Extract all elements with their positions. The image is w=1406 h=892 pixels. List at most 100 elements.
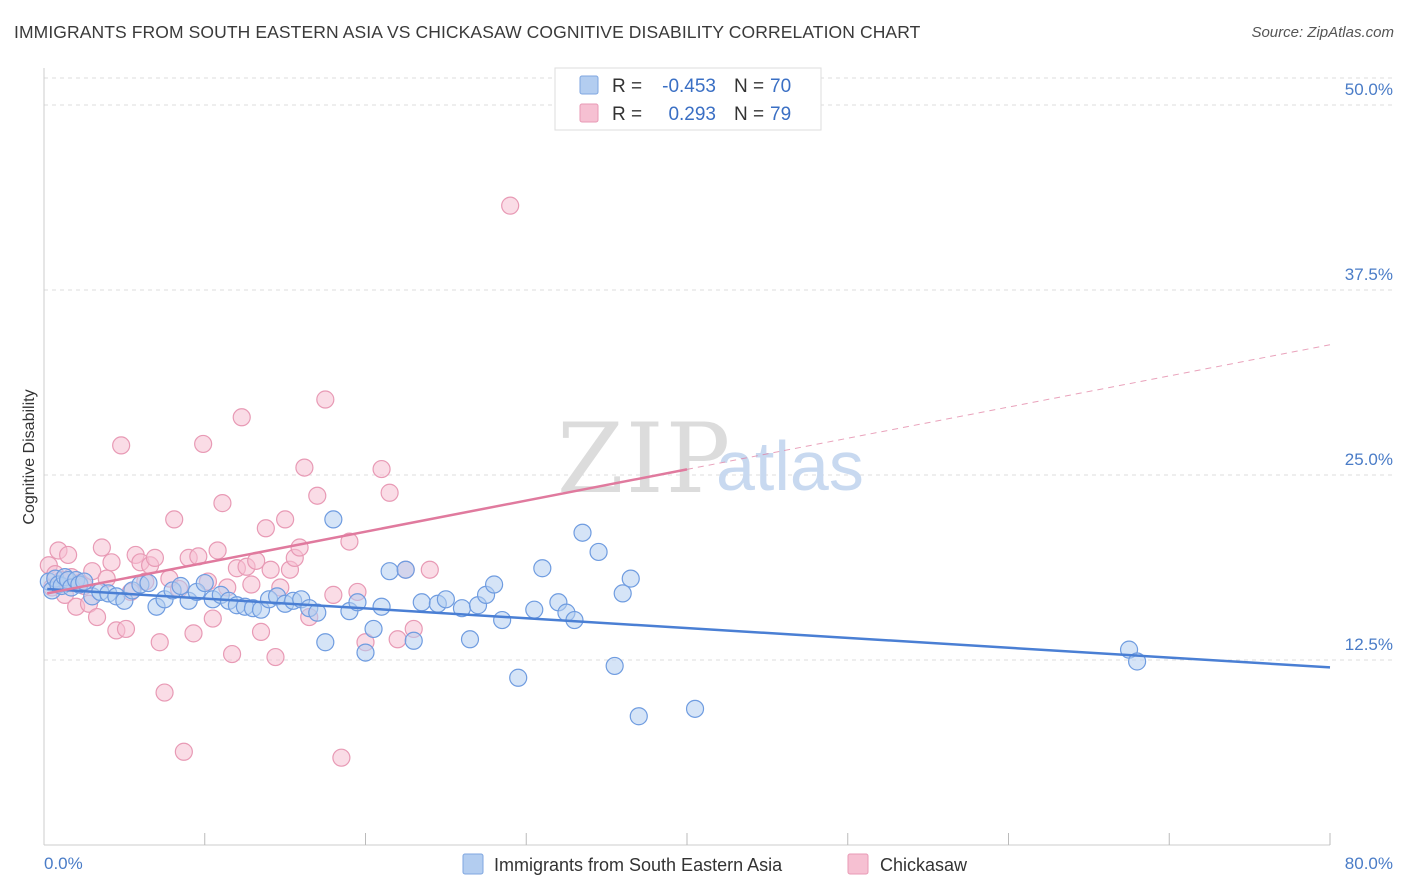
point-immigrants-se-asia	[356, 643, 375, 662]
trend-layer	[46, 344, 1331, 669]
point-chickasaw	[266, 647, 285, 667]
points-layer	[39, 196, 1147, 767]
point-immigrants-se-asia	[573, 523, 592, 542]
point-chickasaw	[261, 560, 280, 579]
point-immigrants-se-asia	[589, 542, 608, 562]
point-chickasaw	[372, 459, 391, 479]
point-chickasaw	[276, 510, 295, 529]
point-chickasaw	[242, 575, 261, 594]
point-immigrants-se-asia	[613, 584, 632, 603]
point-immigrants-se-asia	[685, 699, 705, 718]
legend-swatch-pink	[579, 103, 599, 123]
legend-swatch-blue	[579, 75, 599, 95]
y-axis-label: Cognitive Disability	[21, 389, 38, 524]
point-chickasaw	[203, 609, 222, 628]
point-chickasaw	[388, 630, 407, 649]
point-immigrants-se-asia	[316, 633, 335, 652]
legend-n-value-2: 79	[770, 104, 791, 125]
point-immigrants-se-asia	[195, 573, 214, 593]
point-chickasaw	[308, 486, 327, 505]
bottom-legend-label-pink: Chickasaw	[880, 855, 968, 875]
chart-title: IMMIGRANTS FROM SOUTH EASTERN ASIA VS CH…	[14, 22, 921, 42]
chart-source: Source: ZipAtlas.com	[1251, 24, 1394, 41]
point-immigrants-se-asia	[171, 576, 190, 596]
point-chickasaw	[316, 390, 335, 409]
point-chickasaw	[222, 644, 242, 664]
point-immigrants-se-asia	[629, 707, 648, 726]
point-immigrants-se-asia	[621, 569, 640, 588]
point-chickasaw	[256, 519, 275, 538]
point-chickasaw	[295, 458, 314, 477]
point-immigrants-se-asia	[436, 590, 455, 609]
point-immigrants-se-asia	[605, 656, 624, 676]
point-chickasaw	[92, 538, 111, 557]
point-immigrants-se-asia	[139, 573, 158, 593]
trend-line-immigrants-se-asia	[47, 587, 1331, 669]
legend-n-value-1: 70	[770, 76, 791, 97]
point-chickasaw	[290, 538, 309, 557]
x-tick-label-max: 80.0%	[1345, 854, 1393, 873]
point-chickasaw	[232, 408, 251, 427]
legend-r-value-2: 0.293	[668, 104, 716, 125]
point-immigrants-se-asia	[396, 560, 415, 579]
watermark-atlas: atlas	[716, 427, 864, 505]
point-chickasaw	[112, 436, 131, 455]
point-chickasaw	[208, 541, 227, 560]
point-chickasaw	[150, 633, 169, 652]
bottom-legend: Immigrants from South Eastern Asia Chick…	[462, 853, 968, 875]
y-tick-label: 37.5%	[1345, 265, 1393, 284]
bottom-legend-swatch-pink	[847, 853, 869, 875]
watermark: ZIP atlas	[557, 403, 864, 515]
point-chickasaw	[59, 545, 78, 565]
y-tick-label: 25.0%	[1345, 450, 1393, 469]
point-immigrants-se-asia	[364, 619, 383, 639]
point-chickasaw	[501, 196, 520, 215]
legend-box	[554, 67, 822, 131]
point-chickasaw	[251, 622, 271, 641]
point-chickasaw	[155, 683, 174, 702]
point-chickasaw	[102, 553, 121, 572]
point-immigrants-se-asia	[525, 600, 544, 619]
legend-n-label-2: N =	[734, 104, 764, 125]
point-chickasaw	[324, 585, 343, 604]
x-tick-labels: 0.0% 80.0%	[44, 833, 1393, 873]
point-immigrants-se-asia	[404, 631, 423, 650]
point-chickasaw	[116, 619, 136, 639]
bottom-legend-label-blue: Immigrants from South Eastern Asia	[494, 855, 783, 875]
point-immigrants-se-asia	[493, 610, 512, 630]
point-chickasaw	[145, 548, 165, 567]
point-chickasaw	[165, 510, 184, 529]
legend-n-label-1: N =	[734, 76, 764, 97]
point-immigrants-se-asia	[509, 668, 528, 687]
x-tick-label-min: 0.0%	[44, 854, 83, 873]
point-chickasaw	[174, 742, 193, 761]
bottom-legend-swatch-blue	[462, 853, 484, 875]
y-tick-label: 12.5%	[1345, 635, 1393, 654]
point-immigrants-se-asia	[460, 630, 480, 649]
point-immigrants-se-asia	[485, 575, 504, 594]
legend-r-label-1: R =	[612, 76, 642, 97]
point-immigrants-se-asia	[372, 597, 391, 616]
point-chickasaw	[332, 748, 351, 767]
point-immigrants-se-asia	[533, 559, 552, 578]
point-chickasaw	[87, 607, 107, 627]
point-immigrants-se-asia	[380, 562, 399, 581]
point-immigrants-se-asia	[412, 593, 431, 612]
y-tick-labels: 12.5% 25.0% 37.5% 50.0%	[1345, 80, 1393, 654]
y-tick-label: 50.0%	[1345, 80, 1393, 99]
point-immigrants-se-asia	[308, 603, 327, 622]
point-chickasaw	[420, 560, 439, 579]
point-chickasaw	[194, 434, 213, 454]
legend-r-value-1: -0.453	[662, 76, 716, 97]
point-immigrants-se-asia	[1127, 652, 1147, 671]
point-chickasaw	[340, 532, 359, 551]
point-chickasaw	[380, 483, 399, 502]
watermark-zip: ZIP	[557, 403, 732, 515]
legend-r-label-2: R =	[612, 104, 642, 125]
trend-line-chickasaw	[46, 468, 688, 595]
point-chickasaw	[213, 494, 232, 513]
point-chickasaw	[184, 624, 203, 643]
top-legend: R = -0.453 N = 70 R = 0.293 N = 79	[554, 67, 822, 131]
point-immigrants-se-asia	[324, 510, 343, 529]
